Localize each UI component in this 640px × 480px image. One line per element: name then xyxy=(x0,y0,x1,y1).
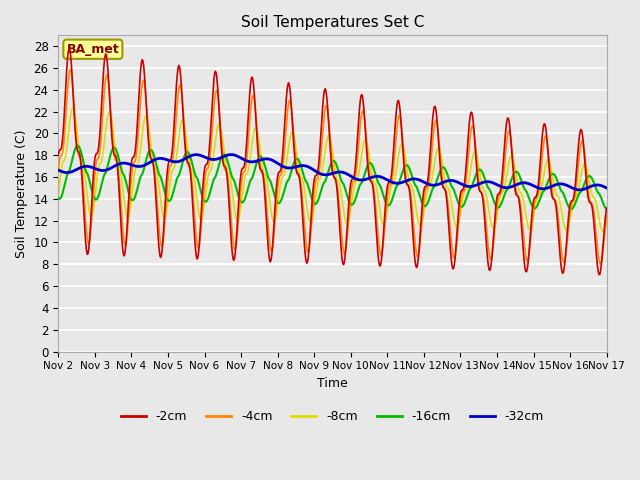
Y-axis label: Soil Temperature (C): Soil Temperature (C) xyxy=(15,129,28,258)
Legend: -2cm, -4cm, -8cm, -16cm, -32cm: -2cm, -4cm, -8cm, -16cm, -32cm xyxy=(116,405,549,428)
Text: BA_met: BA_met xyxy=(67,43,119,56)
X-axis label: Time: Time xyxy=(317,377,348,390)
Title: Soil Temperatures Set C: Soil Temperatures Set C xyxy=(241,15,424,30)
